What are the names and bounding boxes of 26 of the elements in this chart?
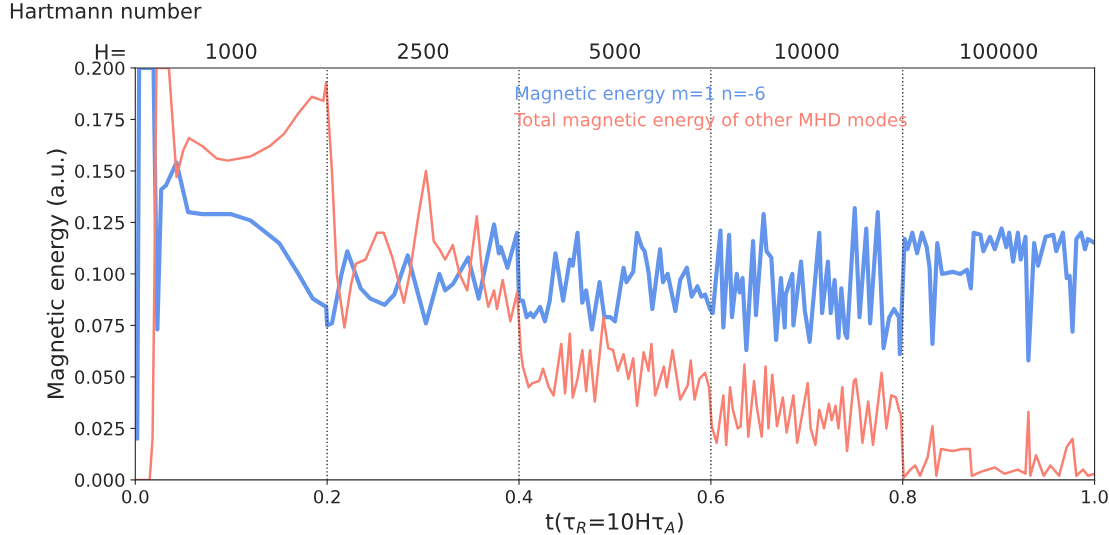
text: 100000 bbox=[961, 43, 1038, 59]
text: 2500 bbox=[398, 43, 449, 59]
x-tick-label: 0.2 bbox=[313, 489, 340, 504]
text: 10000 bbox=[775, 43, 839, 59]
y-tick-label: 0.200 bbox=[75, 61, 125, 76]
y-tick-label: 0.150 bbox=[75, 164, 125, 179]
y-tick-label: 0.025 bbox=[75, 421, 124, 436]
text: H= bbox=[95, 44, 125, 60]
x-tick-label: 0.6 bbox=[697, 489, 725, 504]
x-tick-label: 0.0 bbox=[122, 489, 149, 504]
x-tick-label: 1.0 bbox=[1082, 489, 1108, 504]
y-tick-label: 0.125 bbox=[75, 215, 124, 230]
y-tick-label: 0.050 bbox=[75, 370, 125, 385]
x-tick-label: 0.4 bbox=[505, 489, 533, 504]
text: Total magnetic energy of other MHD modes bbox=[514, 112, 907, 130]
text: 5000 bbox=[590, 43, 641, 59]
text: Hartmann number bbox=[10, 2, 202, 19]
y-tick-label: 0.075 bbox=[75, 318, 124, 333]
x-axis-title: t(τ$_{R}$=10Hτ$_{A}$) bbox=[545, 512, 683, 534]
x-tick-label: 0.8 bbox=[889, 489, 916, 504]
y-tick-label: 0.000 bbox=[75, 473, 125, 488]
text: 1000 bbox=[207, 43, 257, 59]
text: Magnetic energy m=1 n=-6 bbox=[515, 86, 765, 104]
y-axis-title: Magnetic energy (a.u.) bbox=[46, 149, 69, 398]
y-tick-label: 0.100 bbox=[75, 267, 125, 282]
y-tick-label: 0.175 bbox=[75, 112, 124, 127]
